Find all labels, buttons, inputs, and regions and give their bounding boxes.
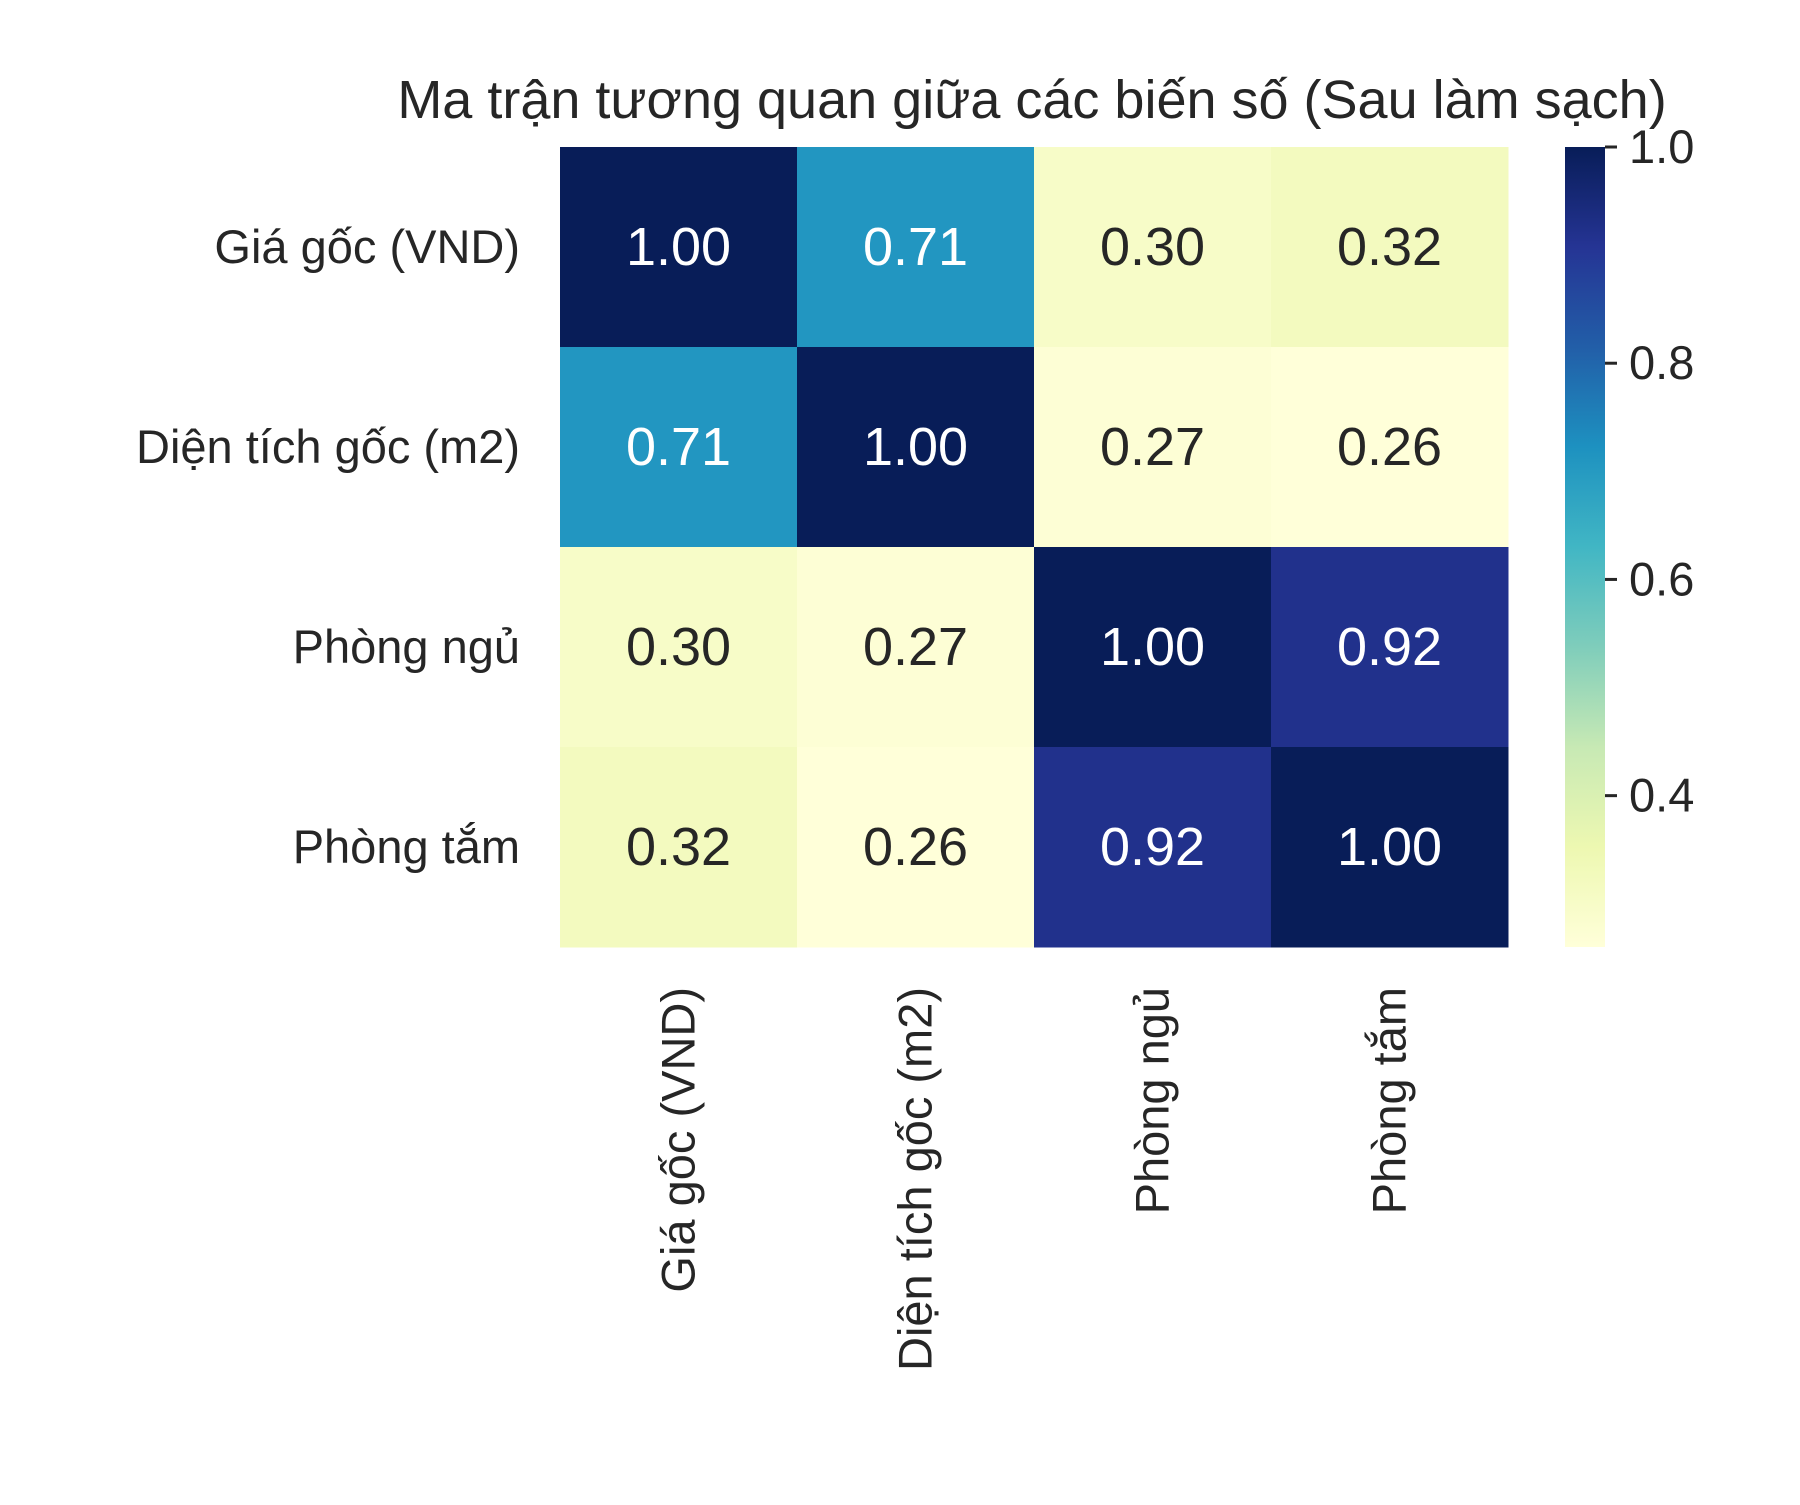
cell-value-label: 1.00	[626, 217, 731, 277]
row-tick-label: Giá gốc (VND)	[214, 220, 520, 273]
cell-value-label: 1.00	[1337, 817, 1442, 877]
heatmap-cell	[560, 547, 798, 748]
heatmap-cell	[797, 747, 1035, 948]
cell-value-label: 0.71	[626, 417, 731, 477]
heatmap-cell	[1034, 147, 1272, 348]
cell-value-label: 0.32	[626, 817, 731, 877]
row-tick-label: Diện tích gốc (m2)	[136, 420, 520, 473]
heatmap-cell	[560, 147, 798, 348]
cell-value-label: 0.71	[863, 217, 968, 277]
colorbar: 0.4 0.6 0.8 1.0	[1565, 120, 1694, 947]
colorbar-tick-label: 0.6	[1629, 552, 1694, 605]
heatmap-cell	[560, 347, 798, 548]
heatmap-cell	[1271, 147, 1509, 348]
row-tick-label: Phòng tắm	[293, 820, 520, 873]
heatmap-cell	[1271, 547, 1509, 748]
row-tick-labels: Giá gốc (VND) Diện tích gốc (m2) Phòng ngủ…	[136, 220, 520, 873]
column-tick-label: Diện tích gốc (m2)	[889, 987, 942, 1371]
heatmap-cell	[797, 347, 1035, 548]
column-tick-labels: Giá gốc (VND) Diện tích gốc (m2) Phòng ngủ…	[652, 987, 1416, 1371]
chart-title: Ma trận tương quan giữa các biến số (Sau…	[397, 70, 1666, 130]
heatmap-cell	[1034, 547, 1272, 748]
heatmap-cell	[797, 547, 1035, 748]
colorbar-tick-label: 0.4	[1629, 769, 1694, 822]
column-tick-label: Giá gốc (VND)	[652, 987, 705, 1293]
cell-value-label: 0.26	[1337, 417, 1442, 477]
cell-value-label: 0.32	[1337, 217, 1442, 277]
cell-value-label: 0.26	[863, 817, 968, 877]
heatmap-cells: 1.00 0.71 0.30 0.32 0.71 1.00 0.27 0.26 0.30 0.27…	[560, 147, 1509, 948]
column-tick-label: Phòng tắm	[1363, 987, 1416, 1214]
cell-value-label: 0.27	[863, 617, 968, 677]
cell-value-label: 0.30	[626, 617, 731, 677]
heatmap-cell	[1271, 747, 1509, 948]
cell-value-label: 1.00	[863, 417, 968, 477]
cell-value-label: 0.27	[1100, 417, 1205, 477]
row-tick-label: Phòng ngủ	[293, 620, 520, 673]
colorbar-gradient	[1565, 147, 1605, 947]
heatmap-cell	[797, 147, 1035, 348]
colorbar-tick-label: 1.0	[1629, 120, 1694, 173]
cell-value-label: 0.92	[1337, 617, 1442, 677]
heatmap-cell	[1271, 347, 1509, 548]
heatmap-cell	[1034, 347, 1272, 548]
cell-value-label: 0.30	[1100, 217, 1205, 277]
heatmap-cell	[1034, 747, 1272, 948]
cell-value-label: 0.92	[1100, 817, 1205, 877]
cell-value-label: 1.00	[1100, 617, 1205, 677]
heatmap-cell	[560, 747, 798, 948]
colorbar-tick-label: 0.8	[1629, 336, 1694, 389]
column-tick-label: Phòng ngủ	[1126, 987, 1179, 1214]
